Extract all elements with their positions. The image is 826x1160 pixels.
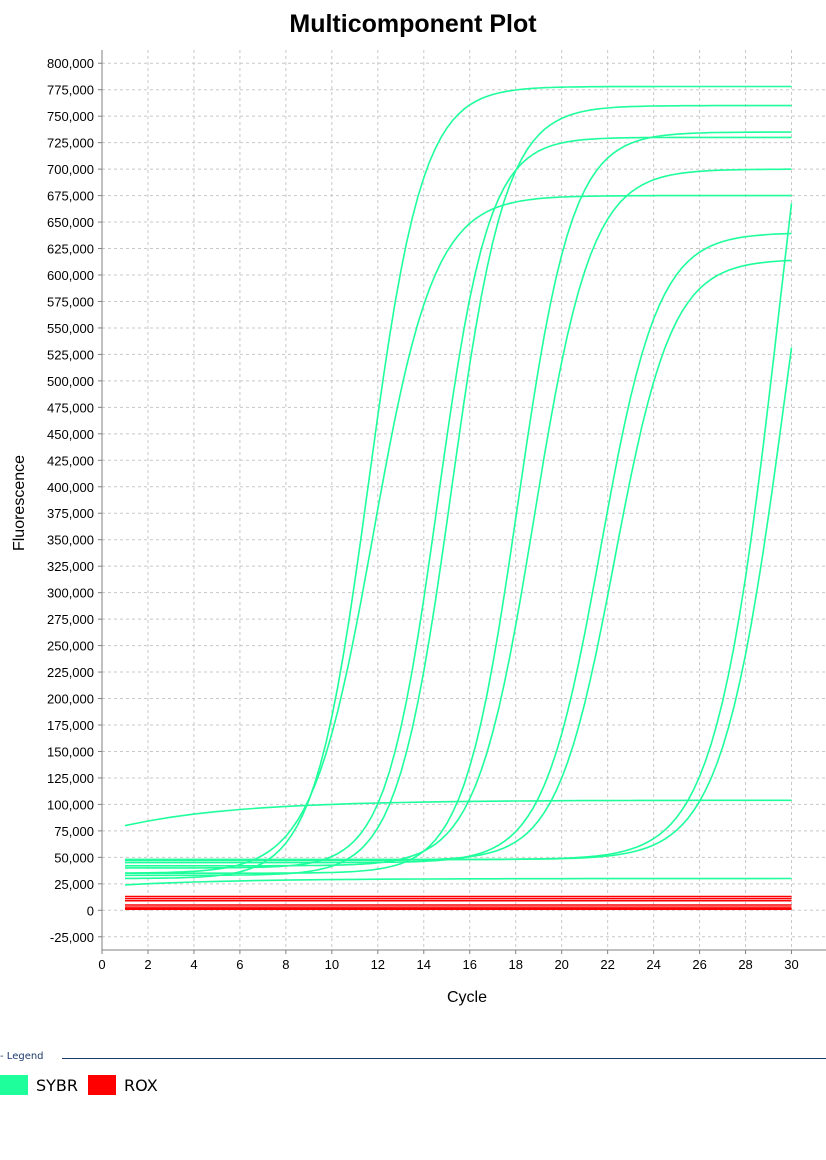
- y-tick-label: 400,000: [47, 480, 94, 495]
- axes: 0 2 4 6 8 10 12 14 16 18 20 22 24 26 28 30-25,000025,00…: [47, 50, 826, 972]
- legend-header: - Legend: [0, 1051, 44, 1062]
- y-tick-label: 50,000: [54, 850, 94, 865]
- legend-item-sybr: SYBR: [0, 1074, 78, 1096]
- y-tick-label: 800,000: [47, 56, 94, 71]
- x-tick-label: 20: [554, 957, 568, 972]
- y-tick-label: 625,000: [47, 242, 94, 257]
- x-axis-title: Cycle: [447, 989, 487, 1006]
- legend-swatch-sybr: [0, 1075, 28, 1095]
- legend-item-rox: ROX: [88, 1074, 158, 1096]
- sybr-amplification-curve: [125, 104, 792, 877]
- y-tick-label: 550,000: [47, 321, 94, 336]
- y-tick-label: -25,000: [50, 930, 94, 945]
- x-tick-label: 14: [417, 957, 431, 972]
- curves: [124, 85, 793, 910]
- y-tick-label: 500,000: [47, 374, 94, 389]
- y-tick-label: 275,000: [47, 612, 94, 627]
- legend-divider: [62, 1058, 826, 1059]
- y-tick-label: 575,000: [47, 294, 94, 309]
- x-tick-label: 28: [738, 957, 752, 972]
- x-tick-label: 16: [463, 957, 477, 972]
- y-tick-label: 725,000: [47, 136, 94, 151]
- y-tick-label: 125,000: [47, 771, 94, 786]
- x-tick-label: 4: [190, 957, 197, 972]
- y-tick-label: 650,000: [47, 215, 94, 230]
- sybr-amplification-curve: [125, 85, 792, 880]
- legend-label-rox: ROX: [124, 1075, 158, 1095]
- x-tick-label: 2: [144, 957, 151, 972]
- legend-label-sybr: SYBR: [36, 1075, 79, 1095]
- y-tick-label: 350,000: [47, 533, 94, 548]
- y-tick-label: 600,000: [47, 268, 94, 283]
- y-tick-label: 75,000: [54, 824, 94, 839]
- y-tick-label: 750,000: [47, 109, 94, 124]
- sybr-amplification-curve: [125, 136, 792, 869]
- x-tick-label: 0: [98, 957, 105, 972]
- y-tick-label: 225,000: [47, 665, 94, 680]
- y-tick-label: 700,000: [47, 162, 94, 177]
- y-tick-label: 175,000: [47, 718, 94, 733]
- y-tick-label: 375,000: [47, 506, 94, 521]
- x-tick-label: 24: [646, 957, 660, 972]
- y-tick-label: 475,000: [47, 400, 94, 415]
- x-tick-label: 30: [784, 957, 798, 972]
- y-tick-label: 675,000: [47, 189, 94, 204]
- y-tick-label: 200,000: [47, 692, 94, 707]
- x-tick-label: 22: [600, 957, 614, 972]
- y-tick-label: 525,000: [47, 347, 94, 362]
- y-axis-title: Fluorescence: [11, 455, 28, 551]
- sybr-amplification-curve: [125, 259, 792, 862]
- x-tick-label: 12: [371, 957, 385, 972]
- sybr-amplification-curve: [125, 168, 792, 867]
- sybr-amplification-curve: [125, 131, 792, 875]
- y-tick-label: 300,000: [47, 586, 94, 601]
- x-tick-label: 6: [236, 957, 243, 972]
- y-tick-label: 100,000: [47, 797, 94, 812]
- legend-swatch-rox: [88, 1075, 116, 1095]
- y-tick-label: 775,000: [47, 83, 94, 98]
- legend-header-label: Legend: [6, 1051, 44, 1062]
- y-tick-label: 325,000: [47, 559, 94, 574]
- x-tick-label: 18: [508, 957, 522, 972]
- x-tick-label: 8: [282, 957, 289, 972]
- y-tick-label: 150,000: [47, 744, 94, 759]
- y-tick-label: 450,000: [47, 427, 94, 442]
- grid: [102, 50, 826, 950]
- y-tick-label: 0: [87, 903, 94, 918]
- y-tick-label: 250,000: [47, 639, 94, 654]
- y-tick-label: 25,000: [54, 877, 94, 892]
- x-tick-label: 10: [325, 957, 339, 972]
- sybr-amplification-curve: [125, 347, 793, 861]
- x-tick-label: 26: [692, 957, 706, 972]
- y-tick-label: 425,000: [47, 453, 94, 468]
- chart-title: Multicomponent Plot: [289, 10, 537, 38]
- sybr-flat-line: [124, 877, 792, 886]
